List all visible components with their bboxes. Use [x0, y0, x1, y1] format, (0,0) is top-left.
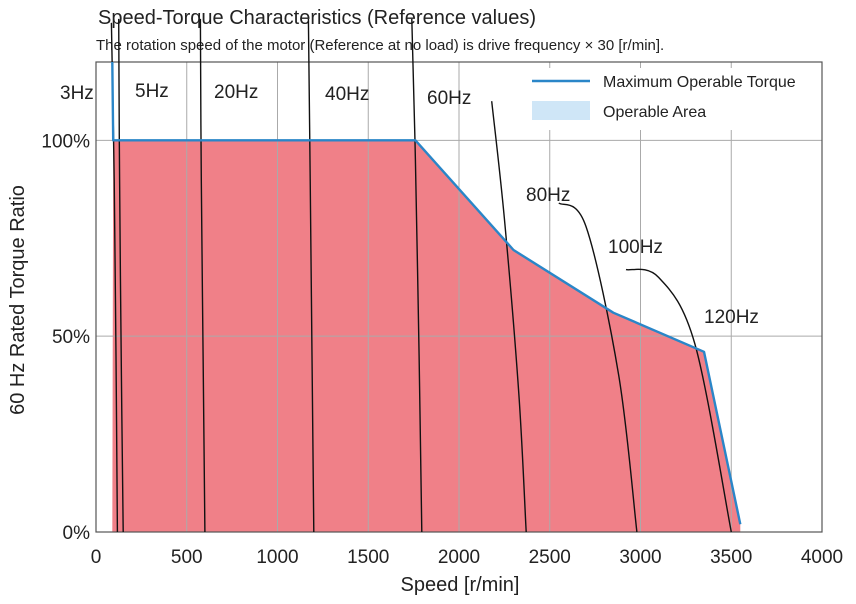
plot-frame [95, 61, 823, 533]
x-tick-label: 0 [91, 547, 102, 568]
curve-label-20hz: 20Hz [214, 82, 258, 103]
x-tick-label: 1500 [347, 547, 389, 568]
curve-label-3hz: 3Hz [60, 83, 94, 104]
x-axis-label: Speed [r/min] [401, 574, 520, 596]
curve-label-60hz: 60Hz [427, 88, 471, 109]
curve-label-80hz: 80Hz [526, 185, 570, 206]
frequency-curve-100hz [558, 202, 638, 533]
curve-label-5hz: 5Hz [135, 81, 169, 102]
x-tick-label: 3500 [710, 547, 752, 568]
frequency-curve-20hz [199, 18, 206, 533]
max-operable-torque-line [111, 61, 742, 525]
x-tick-label: 4000 [801, 547, 843, 568]
y-tick-label: 0% [63, 523, 91, 544]
x-tick-label: 500 [171, 547, 203, 568]
x-tick-label: 1000 [256, 547, 298, 568]
legend-label-operable-area: Operable Area [603, 104, 706, 121]
x-tick-label: 2500 [529, 547, 571, 568]
legend-area-swatch [532, 101, 590, 120]
curve-label-100hz: 100Hz [608, 237, 663, 258]
frequency-curve-5hz [118, 18, 124, 533]
chart-subtitle: The rotation speed of the motor (Referen… [96, 37, 664, 54]
frequency-curve-80hz [491, 101, 527, 533]
chart-title: Speed-Torque Characteristics (Reference … [98, 7, 536, 29]
y-tick-label: 100% [41, 131, 90, 152]
y-tick-label: 50% [52, 327, 90, 348]
x-tick-label: 2000 [438, 547, 480, 568]
curve-label-120hz: 120Hz [704, 307, 759, 328]
frequency-curve-120hz [625, 268, 732, 533]
frequency-curve-40hz [307, 18, 315, 533]
legend-label-max-torque: Maximum Operable Torque [603, 74, 796, 91]
curve-label-40hz: 40Hz [325, 84, 369, 105]
frequency-curve-60hz [411, 18, 423, 533]
y-axis-label: 60 Hz Rated Torque Ratio [7, 185, 29, 415]
plot-area: 3Hz 5Hz 20Hz 40Hz 60Hz 80Hz 100Hz 120Hz 0 500 1000… [41, 18, 843, 568]
x-tick-label: 3000 [619, 547, 661, 568]
